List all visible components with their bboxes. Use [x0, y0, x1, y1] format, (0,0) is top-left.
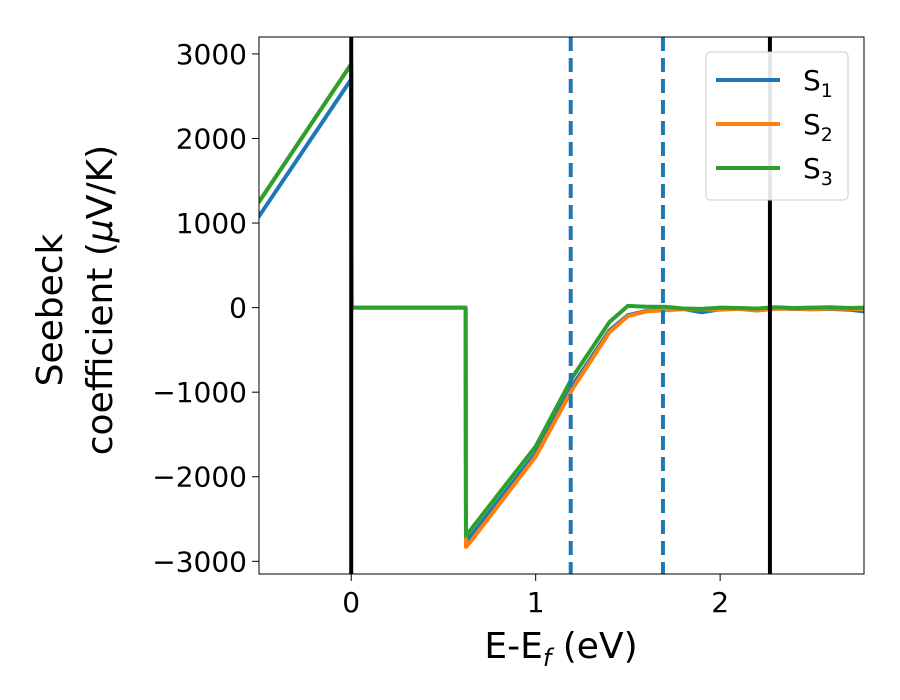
- x-tick-label: 2: [711, 586, 729, 619]
- y-axis-label-mu: μ: [80, 219, 121, 243]
- x-tick-label: 1: [527, 586, 545, 619]
- y-tick-label: −2000: [152, 461, 247, 494]
- legend-label-s1: S1: [803, 64, 833, 102]
- plot-frame: [258, 36, 865, 575]
- x-tick-label: 0: [342, 586, 360, 619]
- y-tick-label: 0: [229, 292, 247, 325]
- legend: S1 S2 S3: [705, 51, 849, 201]
- y-axis-label-line1: Seebeck: [30, 233, 71, 386]
- y-tick-label: 3000: [176, 38, 247, 71]
- y-tick-label: −1000: [152, 376, 247, 409]
- x-axis-label: E-Ef (eV): [484, 626, 637, 672]
- y-tick-label: −3000: [152, 545, 247, 578]
- y-axis-label-line2: coefficient (μV/K): [80, 145, 121, 455]
- x-axis-label-unit: (eV): [551, 626, 637, 667]
- y-tick-label: 2000: [176, 122, 247, 155]
- y-tick-label: 1000: [176, 207, 247, 240]
- series-line-s3: [259, 62, 864, 538]
- legend-label-s2: S2: [803, 108, 833, 146]
- legend-label-s3: S3: [803, 152, 833, 190]
